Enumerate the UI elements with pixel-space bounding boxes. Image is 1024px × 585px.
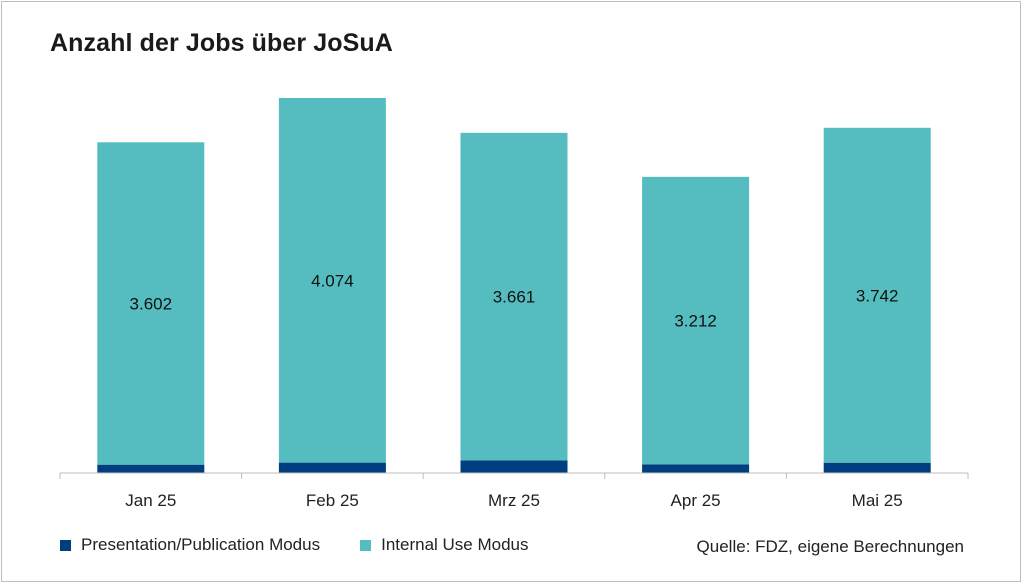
bar-presentation-0	[97, 464, 205, 473]
bar-presentation-3	[642, 464, 750, 473]
x-tick-label-0: Jan 25	[125, 491, 176, 510]
bar-internal-2	[460, 132, 568, 461]
data-label-internal-4: 3.742	[856, 286, 899, 305]
bar-presentation-4	[823, 462, 931, 473]
bar-internal-1	[278, 97, 386, 463]
legend-swatch-internal	[360, 539, 372, 551]
data-label-internal-1: 4.074	[311, 271, 354, 290]
data-label-internal-0: 3.602	[130, 294, 173, 313]
legend-label-presentation: Presentation/Publication Modus	[81, 535, 321, 554]
data-label-internal-2: 3.661	[493, 288, 536, 307]
x-tick-label-3: Apr 25	[671, 491, 721, 510]
x-tick-label-1: Feb 25	[306, 491, 359, 510]
x-tick-label-4: Mai 25	[852, 491, 903, 510]
source-note: Quelle: FDZ, eigene Berechnungen	[696, 537, 964, 556]
legend-item-internal: Internal Use Modus	[360, 535, 529, 555]
bar-internal-0	[97, 142, 205, 465]
legend-swatch-presentation	[60, 539, 71, 551]
bar-presentation-1	[278, 462, 386, 473]
legend: Presentation/Publication Modus Internal …	[60, 535, 569, 555]
x-tick-label-2: Mrz 25	[488, 491, 540, 510]
bar-presentation-2	[460, 460, 568, 473]
bar-internal-4	[823, 127, 931, 463]
legend-label-internal: Internal Use Modus	[381, 535, 529, 554]
legend-item-presentation: Presentation/Publication Modus	[60, 535, 320, 555]
bar-internal-3	[642, 176, 750, 465]
chart-title: Anzahl der Jobs über JoSuA	[50, 29, 393, 57]
data-label-internal-3: 3.212	[674, 312, 717, 331]
